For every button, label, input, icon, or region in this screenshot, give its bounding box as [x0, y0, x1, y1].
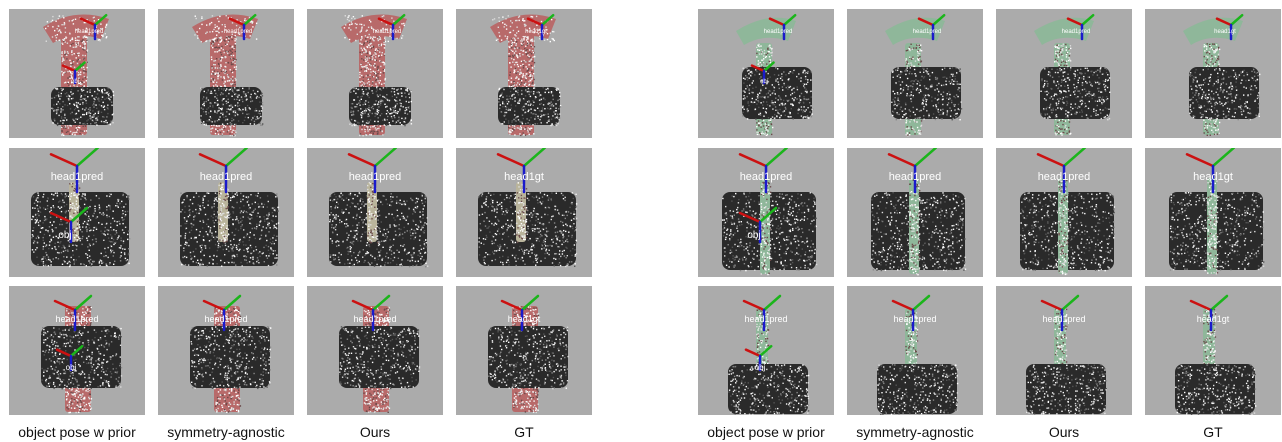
left-r1-c3: head1pred — [307, 9, 443, 138]
left-r1-c2: head1pred — [158, 9, 294, 138]
pose-axes-top — [198, 148, 249, 194]
pose-label: head1gt — [1197, 314, 1230, 324]
pose-label: head1pred — [55, 314, 98, 324]
pose-label: head1pred — [349, 171, 402, 183]
left-r1-c1: head1pred obj — [9, 9, 145, 138]
caption-right-4: GT — [1203, 424, 1223, 440]
caption-right-2: symmetry-agnostic — [856, 424, 974, 440]
pose-label: head1pred — [1062, 29, 1091, 35]
pose-label: head1pred — [373, 29, 402, 35]
pose-axes-top — [347, 148, 398, 194]
pose-axes-top — [917, 13, 946, 41]
pose-axes-obj — [49, 206, 89, 244]
left-r3-c4: head1gt — [456, 286, 592, 415]
obj-label: obj — [58, 230, 71, 241]
left-r2-c4: head1gt — [456, 148, 592, 277]
pose-axes-obj — [55, 344, 84, 372]
pose-label: head1pred — [204, 314, 247, 324]
pose-label: head1pred — [353, 314, 396, 324]
pose-label: head1gt — [504, 171, 544, 183]
pose-axes-top — [228, 13, 257, 41]
left-r2-c3: head1pred — [307, 148, 443, 277]
pose-axes-top — [202, 294, 242, 332]
right-r3-c3: head1pred — [996, 286, 1132, 415]
caption-right-3: Ours — [1048, 424, 1080, 440]
pose-label: head1pred — [740, 171, 793, 183]
caption-left-2: symmetry-agnostic — [167, 424, 285, 440]
obj-label: obj — [66, 363, 77, 372]
pose-axes-top — [891, 294, 931, 332]
right-r2-c4: head1gt — [1145, 148, 1281, 277]
right-r2-c3: head1pred — [996, 148, 1132, 277]
left-r2-c1: head1pred obj — [9, 148, 145, 277]
pose-label: head1pred — [200, 171, 253, 183]
pose-axes-top — [742, 294, 782, 332]
pose-label: head1pred — [51, 171, 104, 183]
right-r1-c3: head1pred — [996, 9, 1132, 138]
caption-left-1: object pose w prior — [18, 424, 136, 440]
pose-axes-top — [887, 148, 938, 194]
pose-label: head1pred — [889, 171, 942, 183]
left-r2-c2: head1pred — [158, 148, 294, 277]
pose-axes-top — [1036, 148, 1087, 194]
right-r1-c2: head1pred — [847, 9, 983, 138]
pose-label: head1gt — [508, 314, 541, 324]
pose-axes-top — [1215, 13, 1244, 41]
caption-left-4: GT — [514, 424, 534, 440]
pose-label: head1pred — [764, 29, 793, 35]
pose-axes-top — [377, 13, 406, 41]
pose-label: head1pred — [224, 29, 253, 35]
right-r2-c2: head1pred — [847, 148, 983, 277]
pose-axes-top — [1185, 148, 1236, 194]
pose-axes-top — [1040, 294, 1080, 332]
pose-label: head1pred — [744, 314, 787, 324]
pose-axes-top — [1066, 13, 1095, 41]
pose-label: head1pred — [75, 29, 104, 35]
right-r3-c4: head1gt — [1145, 286, 1281, 415]
pose-axes-obj — [61, 61, 86, 85]
right-r3-c1: head1pred obj — [698, 286, 834, 415]
pose-label: head1pred — [1042, 314, 1085, 324]
pose-label: head1pred — [1038, 171, 1091, 183]
obj-label: obj — [71, 79, 79, 85]
obj-label: obj — [755, 363, 766, 372]
pose-axes-obj — [744, 344, 773, 372]
caption-right-1: object pose w prior — [707, 424, 825, 440]
pose-axes-top — [768, 13, 797, 41]
pose-axes-obj — [738, 206, 778, 244]
right-r3-c2: head1pred — [847, 286, 983, 415]
right-r2-c1: head1pred obj — [698, 148, 834, 277]
left-r1-c4: head1gt — [456, 9, 592, 138]
pose-label: head1pred — [913, 29, 942, 35]
pose-axes-top — [79, 13, 108, 41]
pose-label: head1gt — [525, 29, 547, 35]
left-r3-c1: head1pred obj — [9, 286, 145, 415]
left-r3-c3: head1pred — [307, 286, 443, 415]
pose-axes-top — [1189, 294, 1229, 332]
obj-label: obj — [760, 79, 768, 85]
left-r3-c2: head1pred — [158, 286, 294, 415]
caption-left-3: Ours — [359, 424, 391, 440]
pose-axes-top — [49, 148, 100, 194]
right-r1-c1: head1pred obj — [698, 9, 834, 138]
pose-axes-top — [526, 13, 555, 41]
obj-label: obj — [747, 230, 760, 241]
pose-axes-top — [500, 294, 540, 332]
pose-axes-top — [351, 294, 391, 332]
pose-axes-top — [496, 148, 547, 194]
pose-axes-top — [53, 294, 93, 332]
pose-axes-top — [738, 148, 789, 194]
pose-axes-obj — [750, 61, 775, 85]
pose-label: head1gt — [1193, 171, 1233, 183]
right-r1-c4: head1gt — [1145, 9, 1281, 138]
pose-label: head1pred — [893, 314, 936, 324]
pose-label: head1gt — [1214, 29, 1236, 35]
